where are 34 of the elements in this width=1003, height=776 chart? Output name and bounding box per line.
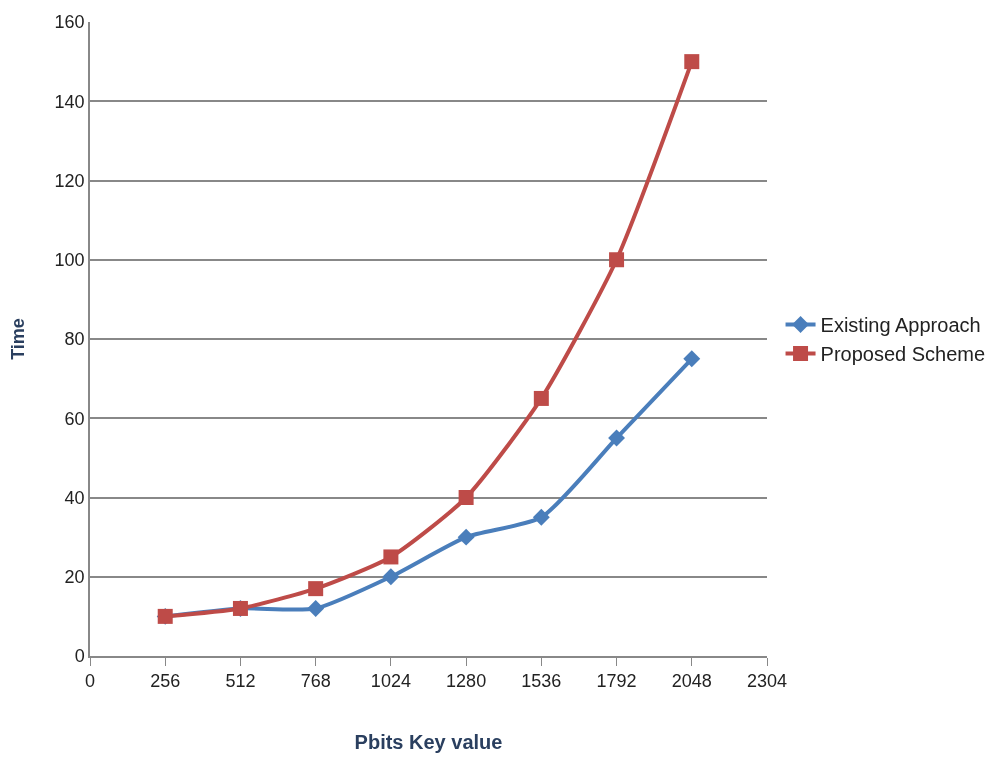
x-tick-label: 768 [300,671,331,692]
x-tick-label: 1024 [370,671,411,692]
point [457,528,475,546]
point [608,429,626,447]
point [684,54,700,70]
x-tick-label: 1536 [521,671,562,692]
x-tick-label: 2304 [746,671,788,692]
point [609,252,625,268]
y-tick-label: 120 [54,170,85,191]
point [532,508,550,526]
x-tick-label: 1792 [596,671,637,692]
point [533,390,549,406]
point [307,600,325,617]
y-axis-title: Time [8,318,29,360]
x-tick-label: 256 [150,671,181,692]
point [383,549,399,565]
y-tick-label: 160 [54,12,85,33]
y-tick-label: 20 [64,567,85,588]
x-tick-label: 2048 [671,671,712,692]
x-tick-label: 1280 [446,671,487,692]
point [382,568,400,586]
x-axis-title: Pbits Key value [354,731,503,754]
x-tick-label: 512 [225,671,256,692]
y-tick-label: 140 [54,91,85,112]
point [683,350,701,368]
point [458,490,474,505]
y-tick-label: 0 [74,646,85,667]
legend-label: Proposed Scheme [820,343,986,366]
legend-label: Existing Approach [820,314,981,337]
point [308,581,324,597]
y-tick-label: 80 [64,329,85,350]
y-tick-label: 100 [54,250,85,271]
y-tick-label: 60 [64,408,85,429]
y-tick-label: 40 [64,487,85,508]
